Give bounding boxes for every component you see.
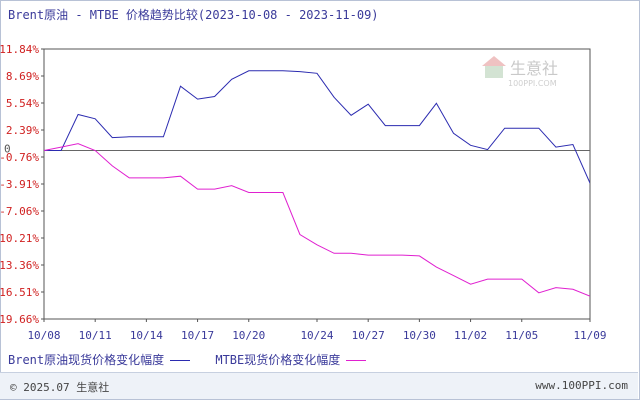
mtbe-series-line: [44, 143, 590, 297]
y-tick-label: -3.91%: [0, 178, 39, 191]
x-tick-label: 11/05: [505, 329, 538, 342]
plot-area-border: [43, 48, 591, 320]
y-tick-label: 8.69%: [6, 70, 39, 83]
y-tick-labels: 11.84% 8.69% 5.54% 2.39% -0.76% -3.91% -7.06% -…: [0, 43, 39, 326]
x-tick-label: 10/08: [27, 329, 60, 342]
x-tick-labels: 10/08 10/11 10/14 10/17 10/20 10/24 10/27 10/30…: [27, 329, 606, 342]
x-tick-label: 10/24: [300, 329, 333, 342]
y-tick-label: 2.39%: [6, 124, 39, 137]
legend-brent-label: Brent原油现货价格变化幅度: [8, 353, 165, 367]
series-lines: [44, 70, 590, 297]
brent-series-line: [44, 70, 590, 184]
x-tick-label: 10/20: [232, 329, 265, 342]
x-tick-label: 11/09: [573, 329, 606, 342]
axes: [41, 48, 591, 322]
x-tick-label: 10/27: [352, 329, 385, 342]
y-tick-label: -19.66%: [0, 313, 39, 326]
watermark-url: 100PPI.COM: [508, 79, 557, 88]
y-tick-label: 11.84%: [0, 43, 39, 56]
y-tick-label: -16.51%: [0, 286, 39, 299]
y-tick-label: -10.21%: [0, 232, 39, 245]
x-tick-label: 10/11: [79, 329, 112, 342]
x-tick-label: 11/02: [454, 329, 487, 342]
y-tick-label: -7.06%: [0, 205, 39, 218]
footer-bar: © 2025.07 生意社 www.100PPI.com: [0, 372, 638, 399]
footer-site-link[interactable]: www.100PPI.com: [535, 379, 628, 392]
chart-canvas: 生意社 100PPI.COM 11.84% 8.69% 5.54% 2.39% -0.7…: [0, 43, 607, 342]
y-tick-label: 5.54%: [6, 97, 39, 110]
watermark-logo: 生意社 100PPI.COM: [482, 56, 558, 88]
house-icon: [482, 56, 506, 78]
y-tick-label: -0.76%: [0, 151, 39, 164]
legend-mtbe-label: MTBE现货价格变化幅度: [215, 353, 341, 367]
x-tick-label: 10/30: [403, 329, 436, 342]
legend: Brent原油现货价格变化幅度 MTBE现货价格变化幅度: [8, 351, 384, 368]
legend-brent-swatch: [170, 360, 191, 361]
legend-mtbe-swatch: [346, 360, 367, 361]
y-tick-label: -13.36%: [0, 259, 39, 272]
chart-title: Brent原油 - MTBE 价格趋势比较(2023-10-08 - 2023-…: [8, 8, 379, 22]
zero-label: 0: [4, 142, 11, 155]
x-tick-label: 10/17: [181, 329, 214, 342]
watermark-name: 生意社: [510, 59, 558, 78]
x-tick-label: 10/14: [130, 329, 163, 342]
footer-copyright: © 2025.07 生意社: [10, 381, 110, 394]
